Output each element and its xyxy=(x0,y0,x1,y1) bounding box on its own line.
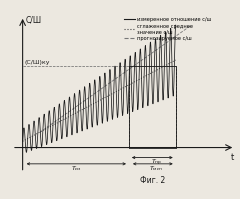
Text: С/Ш: С/Ш xyxy=(26,16,42,25)
Text: $T_{\mathregular{пр}}$: $T_{\mathregular{пр}}$ xyxy=(151,158,162,168)
Text: $T_{\mathregular{мин}}$: $T_{\mathregular{мин}}$ xyxy=(149,164,164,173)
Text: Фиг. 2: Фиг. 2 xyxy=(140,176,165,185)
Legend: измеренное отношение с/ш, сглаженное среднее
значение с/ш, прогнозируемое с/ш: измеренное отношение с/ш, сглаженное сре… xyxy=(124,17,211,41)
Text: t: t xyxy=(231,153,234,162)
Text: (С/Ш)ку: (С/Ш)ку xyxy=(25,60,50,65)
Bar xyxy=(129,66,176,147)
Text: $T_{\mathregular{из}}$: $T_{\mathregular{из}}$ xyxy=(71,164,82,173)
